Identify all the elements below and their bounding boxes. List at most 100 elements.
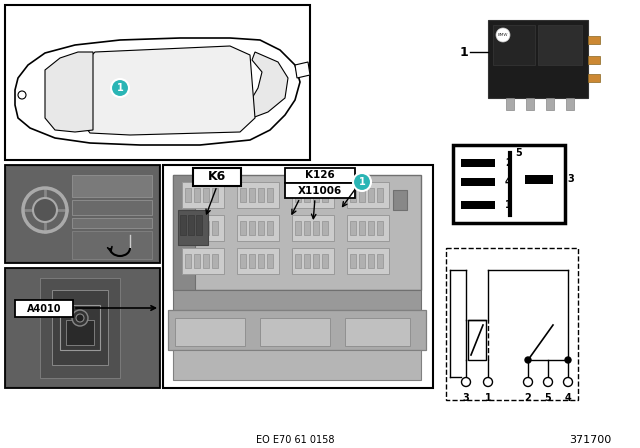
Bar <box>178 210 208 245</box>
Text: X11006: X11006 <box>298 185 342 195</box>
Circle shape <box>111 79 129 97</box>
Bar <box>194 188 200 202</box>
Bar <box>173 175 421 290</box>
Bar <box>173 350 421 380</box>
Circle shape <box>483 378 493 387</box>
Bar <box>350 188 356 202</box>
Bar <box>185 221 191 235</box>
Bar <box>72 200 152 215</box>
Bar <box>72 218 152 228</box>
Bar <box>267 221 273 235</box>
Text: 5: 5 <box>545 393 552 403</box>
Bar <box>285 168 355 183</box>
Bar <box>260 318 330 346</box>
Bar <box>193 168 241 186</box>
Bar <box>313 188 319 202</box>
Text: 371700: 371700 <box>569 435 611 445</box>
Bar <box>359 221 365 235</box>
Bar <box>240 221 246 235</box>
Bar <box>461 201 495 209</box>
Bar <box>295 188 301 202</box>
Bar <box>203 188 209 202</box>
Bar <box>538 25 582 65</box>
Bar <box>350 254 356 268</box>
Bar <box>212 188 218 202</box>
Bar <box>258 221 264 235</box>
Bar <box>7 167 158 261</box>
Bar <box>295 221 301 235</box>
Text: BMW: BMW <box>498 33 508 37</box>
Bar <box>196 215 202 235</box>
Text: 3: 3 <box>567 174 573 184</box>
Bar <box>546 98 554 110</box>
Bar <box>182 215 224 241</box>
Polygon shape <box>295 62 310 78</box>
Bar <box>368 221 374 235</box>
Bar <box>453 145 565 223</box>
Text: A4010: A4010 <box>27 303 61 314</box>
Bar <box>173 175 195 290</box>
Bar <box>304 254 310 268</box>
Bar <box>566 98 574 110</box>
Bar <box>285 183 355 198</box>
Circle shape <box>563 378 573 387</box>
Circle shape <box>496 28 510 42</box>
Bar <box>322 254 328 268</box>
Bar <box>377 188 383 202</box>
Bar <box>72 175 152 197</box>
Bar <box>7 270 158 386</box>
Bar <box>15 300 73 317</box>
Polygon shape <box>80 46 255 135</box>
Bar <box>72 231 152 259</box>
Text: K126: K126 <box>305 171 335 181</box>
Text: 2: 2 <box>505 158 512 168</box>
Polygon shape <box>45 52 93 132</box>
Bar <box>237 248 279 274</box>
Circle shape <box>524 378 532 387</box>
Bar <box>368 188 374 202</box>
Text: 1: 1 <box>484 393 492 403</box>
Bar <box>525 175 553 184</box>
Bar <box>347 248 389 274</box>
Circle shape <box>565 357 571 363</box>
Bar <box>258 188 264 202</box>
Bar <box>292 248 334 274</box>
Bar <box>461 178 495 186</box>
Text: 4: 4 <box>505 177 512 187</box>
Text: 2: 2 <box>525 393 531 403</box>
Bar <box>258 254 264 268</box>
Bar <box>347 215 389 241</box>
Bar <box>163 165 433 388</box>
Text: 1: 1 <box>358 177 365 187</box>
Bar <box>368 254 374 268</box>
Bar <box>212 254 218 268</box>
Bar <box>5 165 160 263</box>
Circle shape <box>18 91 26 99</box>
Bar <box>237 215 279 241</box>
Text: 1: 1 <box>460 46 468 59</box>
Bar <box>185 254 191 268</box>
Bar <box>461 159 495 167</box>
Bar <box>267 188 273 202</box>
Bar <box>240 254 246 268</box>
Bar <box>493 25 535 65</box>
Text: 3: 3 <box>463 393 469 403</box>
Bar <box>66 320 94 345</box>
Circle shape <box>72 310 88 326</box>
Polygon shape <box>15 38 300 145</box>
Circle shape <box>543 378 552 387</box>
Bar <box>5 268 160 388</box>
Bar <box>468 320 486 360</box>
Bar <box>313 221 319 235</box>
Bar <box>188 215 194 235</box>
Bar <box>203 221 209 235</box>
Bar <box>292 215 334 241</box>
Bar <box>180 215 186 235</box>
Bar <box>60 305 100 350</box>
Bar <box>182 182 224 208</box>
Bar <box>313 254 319 268</box>
Bar <box>350 221 356 235</box>
Bar <box>345 318 410 346</box>
Polygon shape <box>248 52 288 118</box>
Circle shape <box>76 314 84 322</box>
